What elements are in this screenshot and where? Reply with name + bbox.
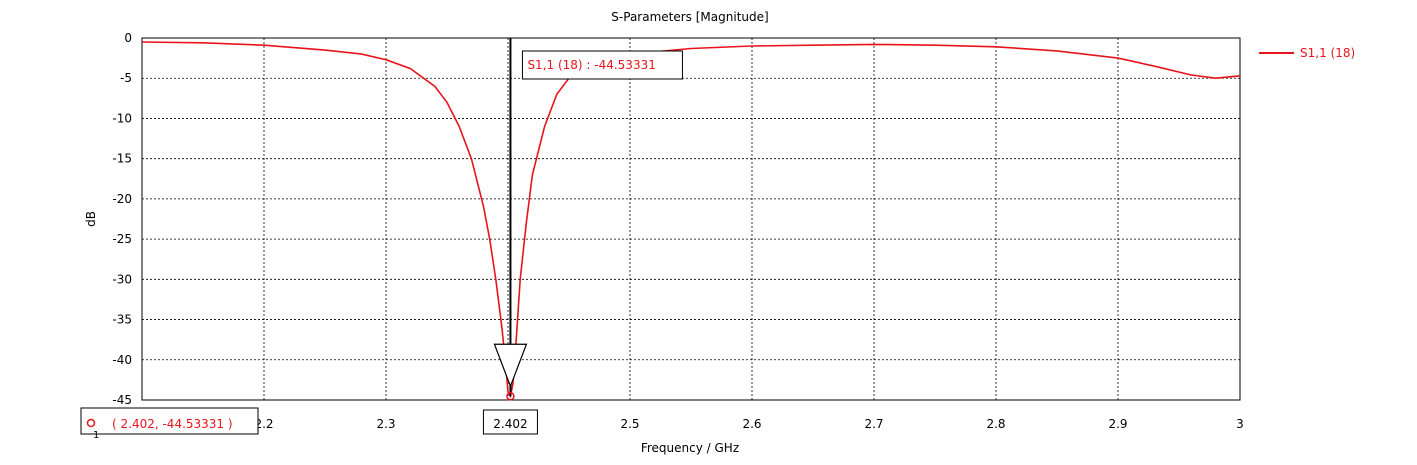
x-tick-label: 2.8 (986, 417, 1005, 431)
marker-readout-text: ( 2.402, -44.53331 ) (112, 417, 233, 431)
marker-readout-icon (86, 418, 96, 428)
x-tick-label: 2.5 (620, 417, 639, 431)
marker-x-label-box (482, 409, 538, 435)
x-tick-label: 3 (1236, 417, 1244, 431)
marker-label-box (521, 50, 683, 80)
x-tick-label: 2.2 (254, 417, 273, 431)
marker-label: S1,1 (18) : -44.53331 (527, 58, 655, 72)
grid (142, 38, 1240, 400)
x-tick-label: 2.3 (376, 417, 395, 431)
y-axis-label: dB (84, 211, 98, 227)
marker-readout-box (80, 407, 259, 435)
y-tick-label: -10 (112, 111, 132, 125)
legend-label: S1,1 (18) (1300, 46, 1355, 60)
chart-title: S-Parameters [Magnitude] (611, 10, 768, 24)
x-tick-label: 2.6 (742, 417, 761, 431)
marker-x-label: 2.402 (493, 417, 527, 431)
series-line-s11 (141, 41, 1241, 399)
x-tick-label: 2.7 (864, 417, 883, 431)
y-tick-label: -35 (112, 313, 132, 327)
y-tick-label: -45 (112, 393, 132, 407)
plot-frame (141, 37, 1241, 401)
y-tick-label: -30 (112, 272, 132, 286)
y-axis-ticks: 0 -5 -10 -15 -20 -25 -30 -35 -40 -45 (112, 31, 132, 407)
y-tick-label: -5 (120, 71, 132, 85)
marker-arrow-icon[interactable] (493, 343, 528, 388)
marker-point[interactable] (506, 391, 515, 401)
x-axis-label: Frequency / GHz (641, 441, 739, 455)
y-tick-label: -40 (112, 353, 132, 367)
y-tick-label: -15 (112, 152, 132, 166)
y-tick-label: -25 (112, 232, 132, 246)
x-tick-label: 2.9 (1108, 417, 1127, 431)
y-tick-label: -20 (112, 192, 132, 206)
marker-readout-index: 1 (93, 430, 99, 441)
x-axis-ticks: 2.2 2.3 2.5 2.6 2.7 2.8 2.9 3 (254, 417, 1243, 431)
y-tick-label: 0 (124, 31, 132, 45)
